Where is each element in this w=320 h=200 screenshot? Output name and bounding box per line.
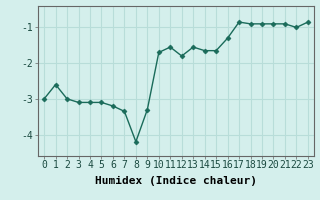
- X-axis label: Humidex (Indice chaleur): Humidex (Indice chaleur): [95, 176, 257, 186]
